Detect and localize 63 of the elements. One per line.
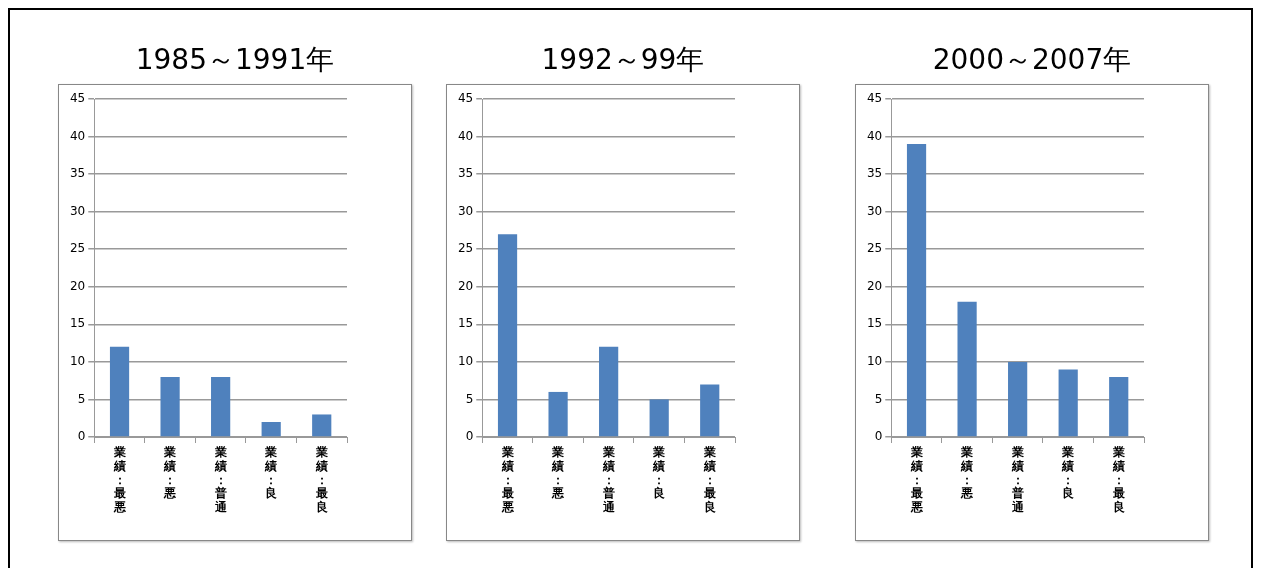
y-tick-label: 45: [457, 91, 474, 106]
y-tick-label: 25: [866, 241, 883, 256]
y-tick-label: 10: [866, 354, 883, 369]
x-tick-label: 業績：良: [264, 445, 278, 501]
y-tick-label: 25: [457, 241, 474, 256]
y-tick-label: 15: [457, 316, 474, 331]
y-tick-label: 0: [77, 429, 86, 444]
y-tick-label: 40: [69, 128, 86, 143]
y-tick-label: 35: [457, 166, 474, 181]
y-tick-label: 0: [874, 429, 883, 444]
x-tick-label: 業績：普通: [213, 445, 228, 515]
x-tick-label: 業績：普通: [601, 445, 616, 515]
bar: [548, 391, 568, 437]
x-tick-label: 業績：最悪: [112, 445, 127, 515]
y-tick-label: 30: [457, 203, 474, 218]
y-tick-label: 20: [457, 278, 474, 293]
y-tick-label: 5: [874, 391, 883, 406]
y-tick-label: 15: [866, 316, 883, 331]
chart-title: 1985～1991年: [134, 42, 336, 78]
y-tick-label: 35: [69, 166, 86, 181]
bar: [1058, 369, 1078, 437]
y-tick-label: 10: [457, 354, 474, 369]
bar: [312, 414, 332, 437]
x-tick-label: 業績：良: [1061, 445, 1075, 501]
bar: [599, 346, 619, 437]
x-tick-label: 業績：悪: [960, 445, 975, 501]
bar: [497, 234, 518, 437]
chart-title: 2000～2007年: [931, 42, 1133, 78]
bar: [906, 144, 927, 437]
bar: [1008, 361, 1028, 437]
x-tick-label: 業績：最良: [1111, 445, 1125, 515]
bar: [109, 346, 130, 437]
y-tick-label: 30: [69, 203, 86, 218]
bar: [160, 376, 180, 437]
bar: [957, 301, 977, 437]
y-tick-label: 45: [866, 91, 883, 106]
x-tick-label: 業績：悪: [551, 445, 566, 501]
bar: [649, 399, 669, 437]
y-tick-label: 5: [77, 391, 86, 406]
x-tick-label: 業績：悪: [163, 445, 178, 501]
y-tick-label: 40: [457, 128, 474, 143]
bar: [261, 421, 281, 437]
y-tick-label: 0: [465, 429, 474, 444]
y-tick-label: 20: [866, 278, 883, 293]
bar: [1109, 376, 1129, 437]
y-tick-label: 10: [69, 354, 86, 369]
y-tick-label: 35: [866, 166, 883, 181]
x-tick-label: 業績：普通: [1010, 445, 1025, 515]
x-tick-label: 業績：最良: [314, 445, 328, 515]
bar: [700, 384, 720, 437]
y-tick-label: 20: [69, 278, 86, 293]
chart-title: 1992～99年: [540, 42, 706, 78]
x-tick-label: 業績：最悪: [500, 445, 515, 515]
x-tick-label: 業績：最良: [702, 445, 716, 515]
y-tick-label: 15: [69, 316, 86, 331]
y-tick-label: 30: [866, 203, 883, 218]
y-tick-label: 40: [866, 128, 883, 143]
y-tick-label: 25: [69, 241, 86, 256]
y-tick-label: 5: [465, 391, 474, 406]
x-tick-label: 業績：良: [652, 445, 666, 501]
x-tick-label: 業績：最悪: [909, 445, 924, 515]
y-tick-label: 45: [69, 91, 86, 106]
bar: [211, 376, 231, 437]
